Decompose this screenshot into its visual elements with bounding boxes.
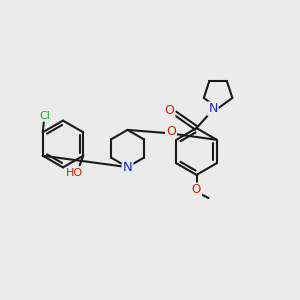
Text: HO: HO (66, 168, 83, 178)
Text: Cl: Cl (39, 111, 50, 121)
Text: N: N (208, 102, 218, 116)
Text: O: O (192, 183, 201, 196)
Text: O: O (166, 125, 176, 138)
Text: N: N (123, 161, 132, 174)
Text: O: O (165, 103, 174, 117)
